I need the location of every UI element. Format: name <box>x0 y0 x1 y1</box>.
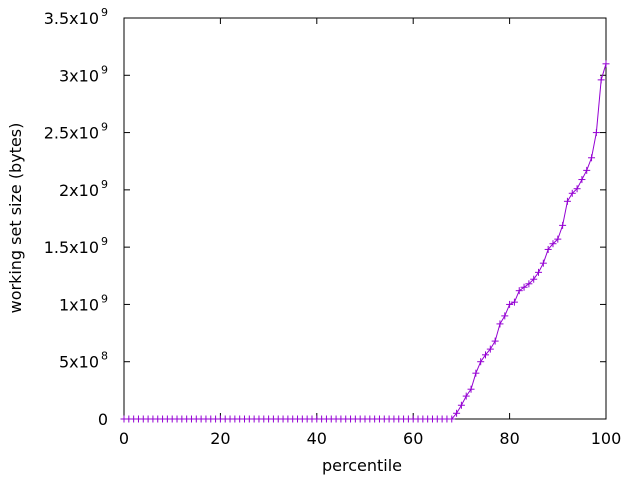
data-point <box>573 185 581 193</box>
data-point <box>597 76 605 84</box>
data-point <box>477 358 485 366</box>
data-point <box>549 240 557 248</box>
y-tick-exponent: 9 <box>101 292 108 305</box>
data-point <box>563 197 571 205</box>
data-point <box>583 166 591 174</box>
y-tick-label: 2x10 9 <box>59 178 108 200</box>
y-tick-exponent: 8 <box>101 350 108 363</box>
data-point <box>535 268 543 276</box>
data-point <box>506 300 514 308</box>
data-point <box>588 154 596 162</box>
data-point <box>462 392 470 400</box>
x-tick-label: 0 <box>119 429 129 448</box>
data-point <box>472 369 480 377</box>
data-point <box>510 298 518 306</box>
x-tick-label: 60 <box>403 429 423 448</box>
data-point <box>457 401 465 409</box>
x-tick-label: 80 <box>499 429 519 448</box>
y-tick-label: 0 <box>98 410 108 429</box>
y-tick-exponent: 9 <box>101 6 108 19</box>
y-tick-mantissa: 5x10 <box>59 353 99 372</box>
y-tick-label: 1.5x10 9 <box>44 235 108 257</box>
series-group <box>120 60 610 423</box>
y-tick-label: 2.5x10 9 <box>44 121 108 143</box>
y-tick-mantissa: 3.5x10 <box>44 9 99 28</box>
data-point <box>482 351 489 359</box>
data-point <box>530 275 538 283</box>
series-line <box>124 63 607 420</box>
y-tick-label: 3x10 9 <box>59 63 108 85</box>
y-tick-exponent: 9 <box>101 235 108 248</box>
y-tick-mantissa: 3x10 <box>59 66 99 85</box>
y-tick-exponent: 9 <box>101 63 108 76</box>
data-point <box>453 409 461 417</box>
data-point <box>496 320 504 328</box>
data-point <box>602 60 610 68</box>
data-point <box>554 235 562 243</box>
y-tick-mantissa: 2x10 <box>59 181 99 200</box>
y-tick-exponent: 9 <box>101 121 108 134</box>
x-tick-label: 20 <box>210 429 230 448</box>
data-point <box>467 385 475 393</box>
data-point <box>448 415 456 423</box>
data-point <box>568 189 576 197</box>
x-axis-ticks: 0 20 40 60 80 100 <box>119 18 621 448</box>
y-tick-mantissa: 1.5x10 <box>44 238 99 257</box>
x-tick-label: 40 <box>307 429 327 448</box>
x-axis-title: percentile <box>322 456 402 475</box>
y-tick-mantissa: 1x10 <box>59 295 99 314</box>
data-point <box>491 337 499 345</box>
y-axis-title: working set size (bytes) <box>6 123 25 314</box>
data-point <box>592 129 600 137</box>
data-point <box>559 221 567 229</box>
data-point <box>539 259 547 267</box>
y-tick-exponent: 9 <box>101 178 108 191</box>
y-tick-mantissa: 2.5x10 <box>44 124 99 143</box>
data-point <box>525 280 533 288</box>
data-point <box>578 176 586 184</box>
x-tick-label: 100 <box>591 429 622 448</box>
y-tick-mantissa: 0 <box>98 410 108 429</box>
data-point <box>486 345 494 353</box>
y-tick-label: 3.5x10 9 <box>44 6 108 28</box>
plot-frame <box>123 17 607 420</box>
data-point <box>520 283 528 291</box>
y-tick-label: 5x10 8 <box>59 350 108 372</box>
y-tick-label: 1x10 9 <box>59 292 108 314</box>
data-point <box>501 312 509 320</box>
data-point <box>515 287 523 295</box>
data-point <box>544 245 552 253</box>
